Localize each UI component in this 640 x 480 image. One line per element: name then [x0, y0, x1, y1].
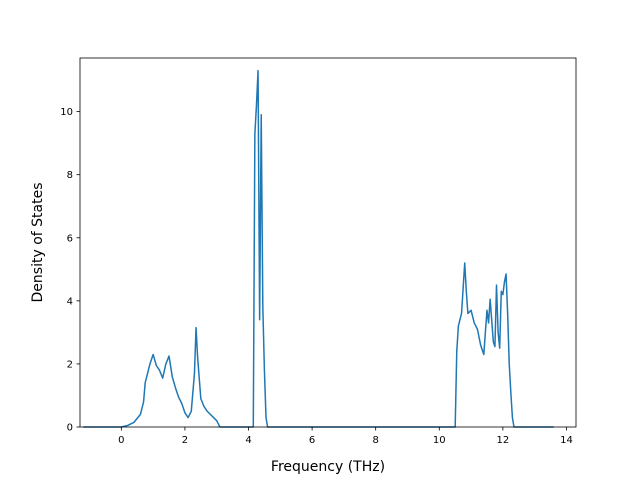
y-axis-label: Density of States — [30, 183, 46, 303]
y-tick-label: 4 — [67, 296, 73, 307]
y-tick-label: 10 — [60, 107, 73, 118]
x-tick-label: 10 — [433, 435, 446, 446]
x-tick-label: 6 — [309, 435, 315, 446]
x-tick-label: 14 — [560, 435, 573, 446]
y-tick-label: 0 — [67, 423, 73, 434]
x-tick-label: 2 — [182, 435, 188, 446]
y-tick-label: 2 — [67, 359, 73, 370]
y-tick-label: 6 — [67, 233, 73, 244]
x-tick-label: 8 — [373, 435, 379, 446]
x-tick-label: 4 — [245, 435, 251, 446]
x-tick-label: 0 — [118, 435, 124, 446]
y-axis-ticks: 0 2 4 6 8 10 — [60, 107, 80, 434]
x-axis-label: Frequency (THz) — [271, 459, 385, 475]
axes-frame — [79, 57, 577, 428]
y-tick-label: 8 — [67, 170, 73, 181]
x-axis-ticks: 0 2 4 6 8 10 12 14 — [118, 427, 573, 446]
plot-area — [83, 69, 554, 428]
series-line-0 — [83, 69, 554, 428]
x-tick-label: 12 — [497, 435, 510, 446]
